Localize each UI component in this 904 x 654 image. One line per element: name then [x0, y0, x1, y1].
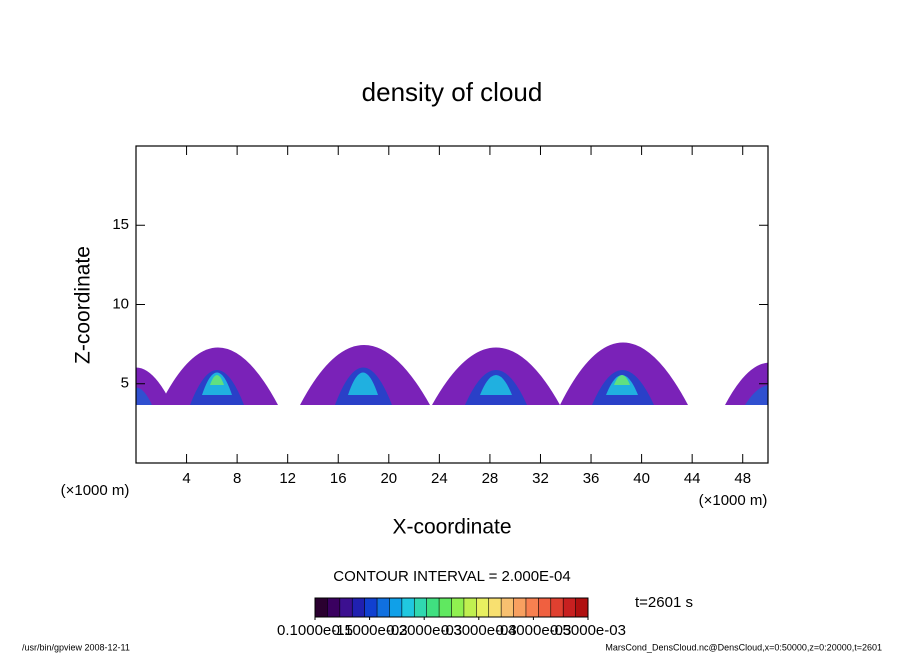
contour-field [136, 342, 768, 405]
colorbar-stripe [463, 598, 477, 617]
colorbar-stripe [476, 598, 490, 617]
colorbar-stripe [575, 598, 589, 617]
colorbar-stripe [513, 598, 527, 617]
colorbar-stripe [377, 598, 390, 617]
colorbar-stripe [426, 598, 440, 617]
y-tick-label: 15 [112, 216, 129, 233]
colorbar-stripe [364, 598, 378, 617]
colorbar-tick-label: 0.5000e-03 [550, 622, 626, 639]
colorbar-stripe [550, 598, 564, 617]
colorbar-stripe [501, 598, 514, 617]
x-tick-label: 20 [380, 470, 397, 487]
colorbar-tick-label: 0.3000e-03 [441, 622, 517, 639]
time-label: t=2601 s [635, 594, 693, 611]
colorbar-stripe [339, 598, 353, 617]
colorbar-stripe [352, 598, 365, 617]
x-tick-label: 4 [182, 470, 190, 487]
footer: MarsCond_DensCloud.nc@DensCloud,x=0:5000… [605, 642, 882, 652]
colorbar-stripe [315, 598, 328, 617]
x-tick-label: 28 [482, 470, 499, 487]
x-tick-label: 32 [532, 470, 549, 487]
colorbar-stripe [327, 598, 341, 617]
x-tick-label: 40 [633, 470, 650, 487]
x-tick-label: 12 [279, 470, 296, 487]
contour-interval: CONTOUR INTERVAL = 2.000E-04 [333, 568, 570, 585]
x-tick-label: 48 [734, 470, 751, 487]
x-unit: (×1000 m) [699, 492, 768, 509]
colorbar-frame [314, 597, 589, 618]
colorbar-tick-label: 0.1000e-15 [277, 622, 353, 639]
colorbar-stripe [563, 598, 576, 617]
colorbar-stripe [439, 598, 452, 617]
chart-title: density of cloud [362, 77, 543, 107]
colorbar-stripe [488, 598, 502, 617]
cloud-shape [300, 345, 430, 405]
cloud-shape [725, 362, 768, 405]
x-tick-label: 8 [233, 470, 241, 487]
colorbar-stripe [525, 598, 539, 617]
cloud-shape [160, 347, 278, 405]
y-tick-label: 5 [121, 375, 129, 392]
colorbar-stripe [538, 598, 552, 617]
cloud-shape [136, 367, 172, 405]
footer: /usr/bin/gpview 2008-12-11 [22, 642, 130, 652]
colorbar-stripe [451, 598, 465, 617]
colorbar-stripe [414, 598, 427, 617]
colorbar-tick-label: 0.2000e-03 [386, 622, 462, 639]
x-tick-label: 36 [583, 470, 600, 487]
x-tick-label: 44 [684, 470, 701, 487]
colorbar-stripe [389, 598, 403, 617]
x-tick-label: 16 [330, 470, 347, 487]
x-unit: (×1000 m) [61, 482, 130, 499]
x-axis-label: X-coordinate [392, 516, 511, 539]
colorbar-tick-label: 0.4000e-03 [495, 622, 571, 639]
colorbar-stripe [401, 598, 415, 617]
colorbar-tick-label: 0.1000e-03 [332, 622, 408, 639]
cloud-shape [432, 347, 560, 405]
cloud-shape [560, 342, 688, 405]
y-tick-label: 10 [112, 295, 129, 312]
y-axis-label: Z-coordinate [72, 246, 95, 364]
x-tick-label: 24 [431, 470, 448, 487]
plot-frame [135, 145, 769, 464]
